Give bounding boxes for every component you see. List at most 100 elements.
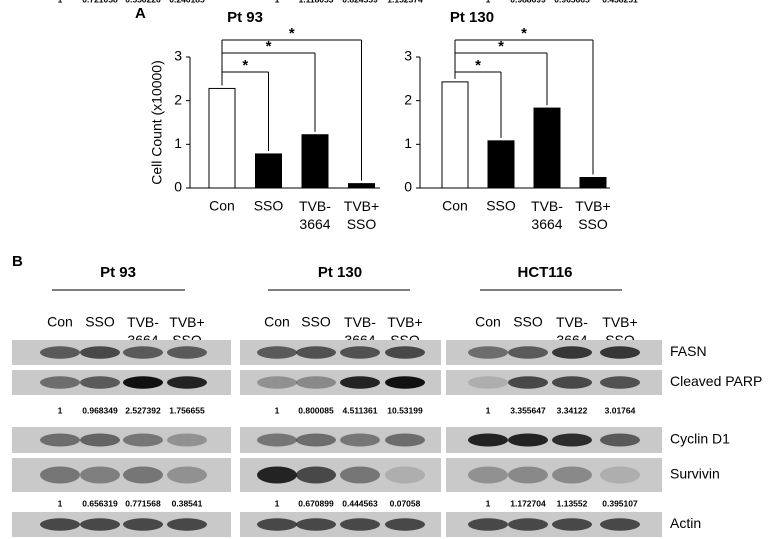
quantification: 0.38541 (172, 498, 203, 508)
band (385, 376, 425, 389)
band (385, 346, 425, 359)
quantification: 1 (275, 0, 280, 4)
blot-strip (446, 458, 662, 492)
band (385, 466, 425, 484)
lane-label: SSO (301, 314, 331, 330)
y-tick-label: 0 (174, 179, 182, 195)
band (340, 346, 380, 359)
band (296, 346, 336, 359)
group-title: Pt 130 (318, 264, 362, 281)
x-tick-label: SSO (254, 198, 284, 214)
band (600, 376, 640, 389)
y-axis-label: Cell Count (x10000) (149, 60, 165, 185)
band (508, 466, 548, 484)
x-tick-label: TVB+ SSO (344, 198, 379, 232)
row-label: Survivin (670, 466, 720, 482)
quantification: 0.988699 (510, 0, 546, 4)
y-tick-label: 2 (404, 91, 412, 107)
y-tick-label: 1 (174, 135, 182, 151)
quantification: 0.438251 (602, 0, 638, 4)
x-tick-label: Con (209, 198, 235, 214)
row-label: FASN (670, 343, 707, 359)
band (508, 346, 548, 359)
band (80, 433, 120, 447)
quantification: 3.355647 (510, 405, 546, 415)
band (296, 376, 336, 389)
band (600, 346, 640, 359)
quantification: 0.550226 (125, 0, 161, 4)
lane-label: SSO (513, 314, 543, 330)
x-tick-label: TVB+ SSO (575, 198, 610, 232)
band (40, 518, 80, 531)
bar (255, 153, 282, 189)
x-tick-label: TVB-3664 (531, 198, 563, 232)
band (552, 518, 592, 531)
bar (301, 134, 329, 189)
band (257, 376, 297, 389)
quantification: 3.01764 (605, 405, 636, 415)
row-label: Actin (670, 515, 701, 531)
quantification: 1 (275, 498, 280, 508)
quantification: 0.771568 (125, 498, 161, 508)
band (257, 433, 297, 447)
band (508, 518, 548, 531)
quantification: 4.511361 (343, 405, 378, 415)
band (40, 433, 80, 447)
quantification: 0.670899 (298, 498, 334, 508)
panel-label: B (12, 253, 23, 270)
band (340, 466, 380, 484)
band (80, 376, 120, 389)
band (508, 376, 548, 389)
significance-mark: * (266, 38, 272, 55)
x-tick-label: TVB-3664 (299, 198, 331, 232)
band (296, 518, 336, 531)
band (296, 466, 336, 484)
x-tick-label: Con (442, 198, 468, 214)
band (257, 346, 297, 359)
quantification: 0.721058 (82, 0, 118, 4)
band (40, 346, 80, 359)
significance-mark: * (289, 25, 295, 42)
band (468, 376, 508, 389)
lane-label: Con (475, 314, 501, 330)
quantification: 2.527392 (125, 405, 161, 415)
y-tick-label: 3 (174, 48, 182, 64)
significance-mark: * (242, 57, 248, 74)
band (123, 346, 163, 359)
row-label: Cleaved PARP (670, 373, 762, 389)
quantification: 1 (58, 405, 63, 415)
band (340, 433, 380, 447)
lane-label: Con (47, 314, 73, 330)
quantification: 3.34122 (557, 405, 588, 415)
band (167, 346, 207, 359)
quantification: 0.965665 (554, 0, 590, 4)
band (40, 376, 80, 389)
band (123, 518, 163, 531)
band (468, 466, 508, 484)
quantification: 0.07058 (390, 498, 421, 508)
bar (487, 140, 515, 189)
y-tick-label: 3 (404, 48, 412, 64)
quantification: 1.756655 (169, 405, 205, 415)
band (340, 376, 380, 389)
band (508, 433, 548, 447)
band (167, 518, 207, 531)
quantification: 1.172704 (510, 498, 546, 508)
y-tick-label: 1 (404, 135, 412, 151)
band (167, 433, 207, 447)
band (257, 518, 297, 531)
chart-title: Pt 93 (227, 9, 263, 26)
quantification: 0.246185 (169, 0, 205, 4)
band (257, 466, 297, 484)
quantification: 0.395107 (602, 498, 638, 508)
band (167, 466, 207, 484)
panel-label: A (135, 5, 146, 22)
band (552, 346, 592, 359)
y-tick-label: 2 (174, 91, 182, 107)
band (468, 518, 508, 531)
band (80, 518, 120, 531)
quantification: 0.444563 (342, 498, 378, 508)
blot-strip (12, 458, 231, 492)
band (340, 518, 380, 531)
